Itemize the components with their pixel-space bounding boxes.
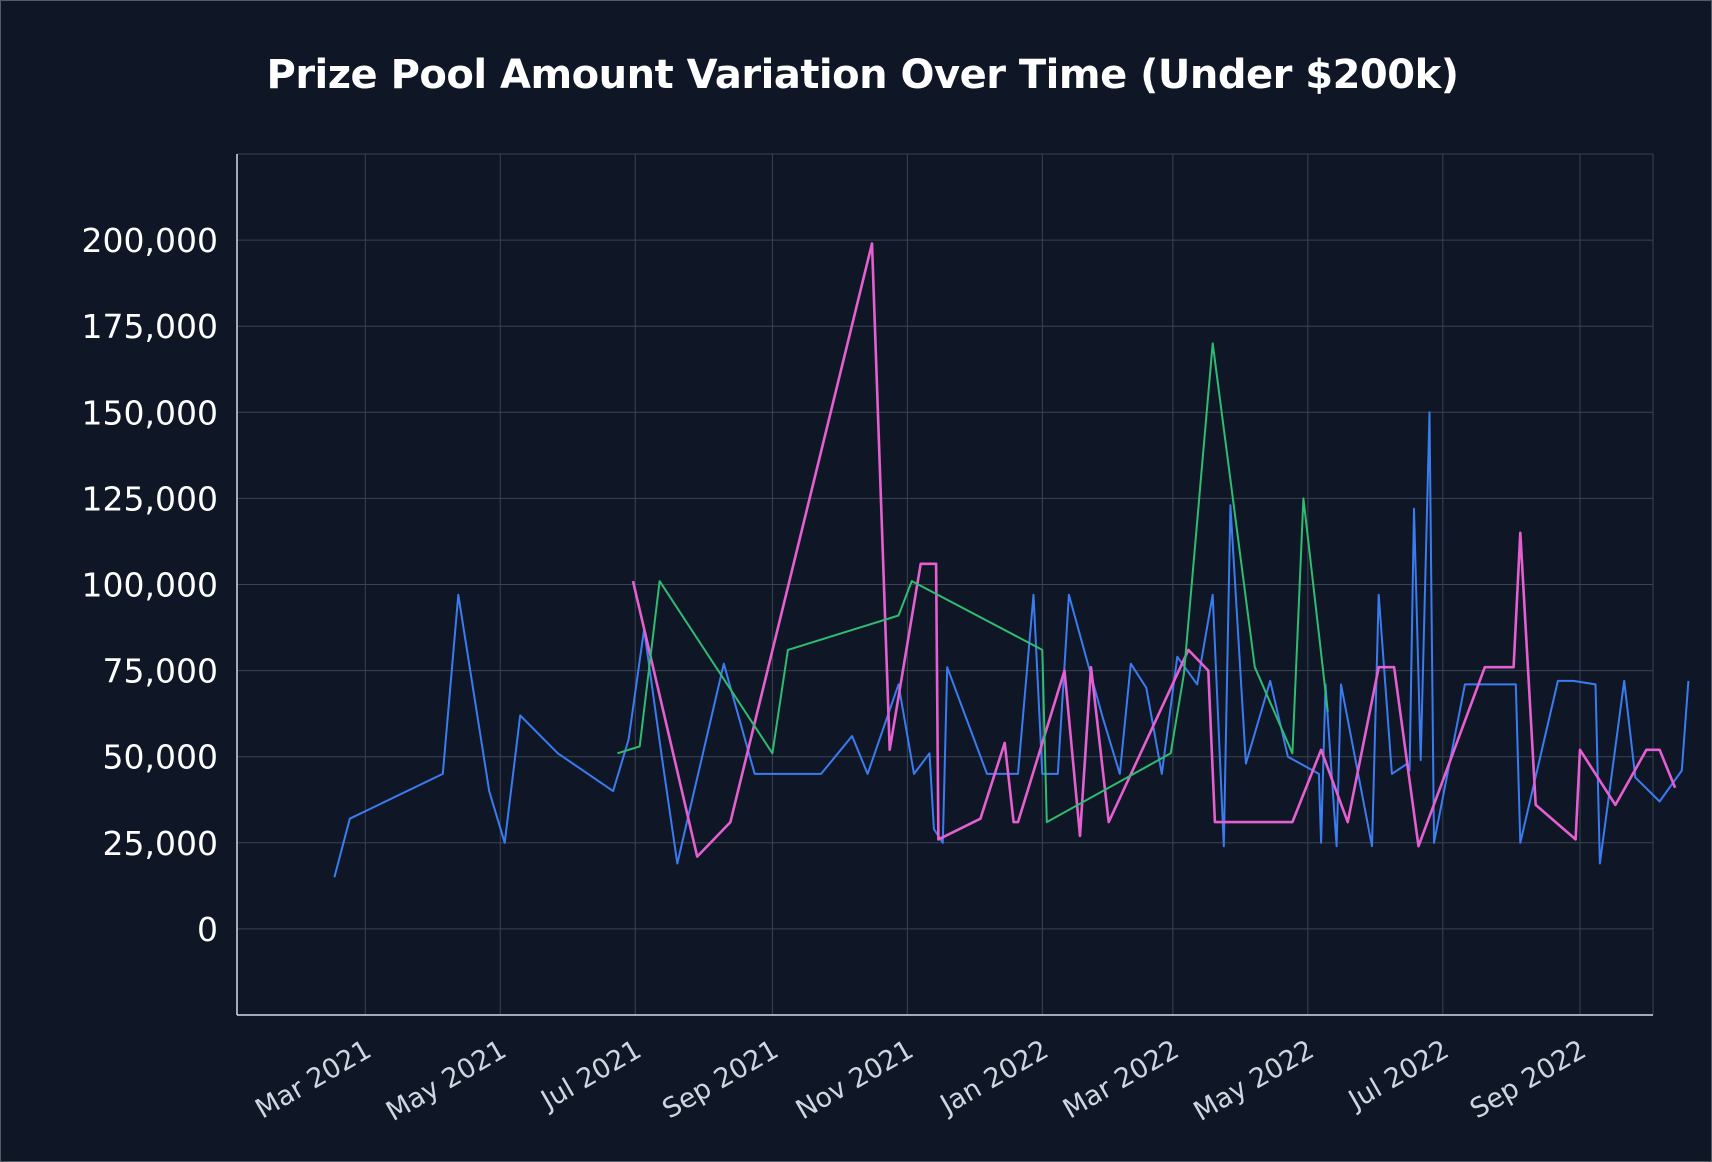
y-tick-label: 0 — [197, 910, 218, 949]
x-tick-labels: Mar 2021 May 2021 Jul 2021 Sep 2021 Nov 2021… — [250, 1034, 1591, 1127]
y-tick-label: 125,000 — [82, 479, 218, 518]
x-tick-label: May 2021 — [381, 1034, 512, 1127]
y-tick-label: 100,000 — [82, 566, 218, 605]
chart-title: Prize Pool Amount Variation Over Time (U… — [266, 52, 1459, 98]
y-tick-labels: 0 25,000 50,000 75,000 100,000 125,000 150,000… — [82, 221, 218, 949]
series-line-3 — [617, 342, 1329, 824]
y-tick-label: 50,000 — [103, 738, 218, 777]
y-tick-label: 25,000 — [103, 824, 218, 863]
x-tick-label: Sep 2022 — [1465, 1034, 1592, 1125]
x-tick-label: Mar 2022 — [1058, 1034, 1185, 1125]
axes — [236, 154, 1653, 1016]
x-tick-label: Sep 2021 — [657, 1034, 784, 1125]
x-tick-label: Jan 2022 — [934, 1034, 1054, 1121]
x-tick-label: May 2022 — [1189, 1034, 1320, 1127]
y-tick-label: 175,000 — [82, 307, 218, 346]
x-tick-label: Jul 2022 — [1342, 1034, 1454, 1117]
y-tick-label: 75,000 — [103, 652, 218, 691]
y-tick-label: 150,000 — [82, 393, 218, 432]
series-lines — [333, 242, 1690, 878]
series-line-2 — [631, 242, 1677, 858]
x-tick-label: Jul 2021 — [534, 1034, 646, 1117]
x-tick-label: Nov 2021 — [791, 1034, 919, 1126]
x-tick-label: Mar 2021 — [250, 1034, 377, 1125]
grid-lines — [237, 153, 1654, 1015]
y-tick-label: 200,000 — [82, 221, 218, 260]
